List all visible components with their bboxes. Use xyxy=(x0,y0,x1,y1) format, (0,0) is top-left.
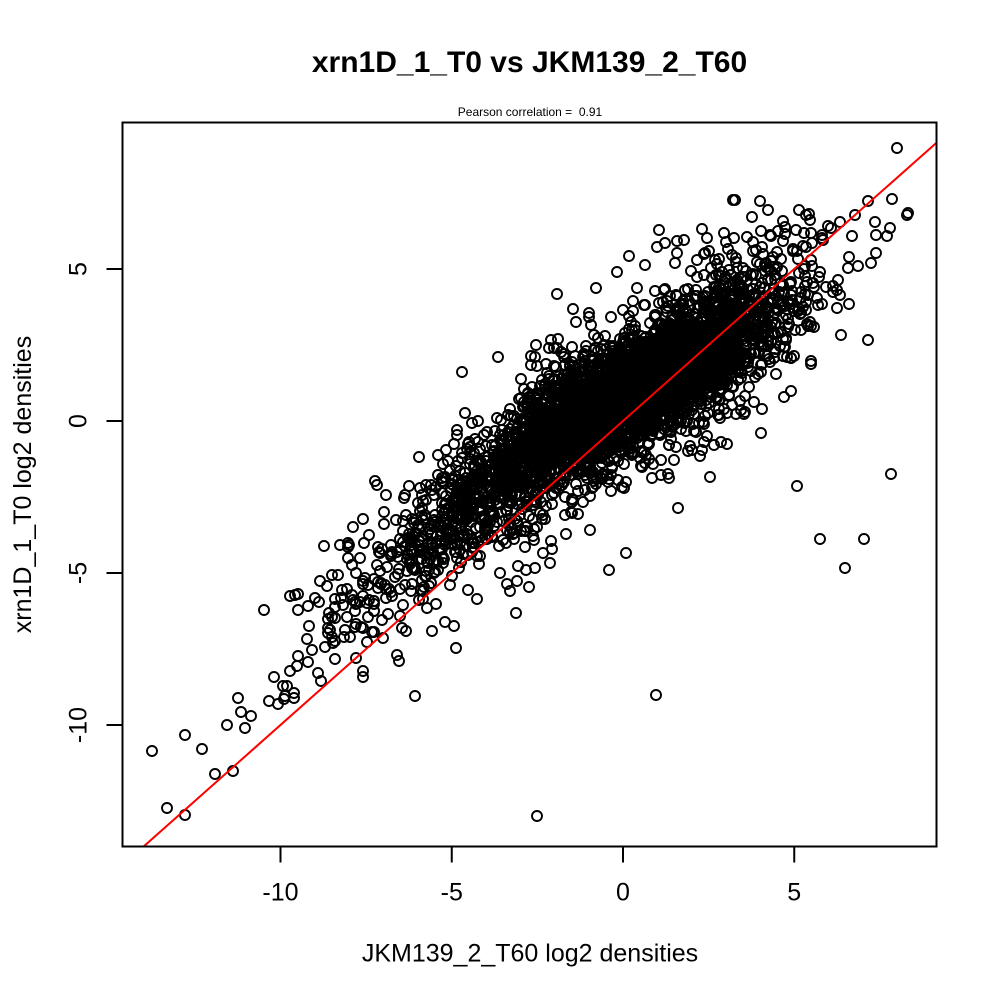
svg-text:-5: -5 xyxy=(441,879,463,907)
svg-text:Pearson correlation = 0.91: Pearson correlation = 0.91 xyxy=(458,105,603,119)
svg-text:xrn1D_1_T0 log2 densities: xrn1D_1_T0 log2 densities xyxy=(9,336,37,633)
svg-text:-10: -10 xyxy=(65,707,93,743)
svg-text:0: 0 xyxy=(65,414,93,428)
svg-text:JKM139_2_T60 log2 densities: JKM139_2_T60 log2 densities xyxy=(362,940,698,968)
svg-text:5: 5 xyxy=(65,262,93,276)
svg-text:0: 0 xyxy=(616,879,630,907)
svg-text:-5: -5 xyxy=(65,562,93,584)
svg-text:xrn1D_1_T0 vs JKM139_2_T60: xrn1D_1_T0 vs JKM139_2_T60 xyxy=(312,46,747,79)
svg-text:-10: -10 xyxy=(262,879,298,907)
svg-text:5: 5 xyxy=(787,879,801,907)
